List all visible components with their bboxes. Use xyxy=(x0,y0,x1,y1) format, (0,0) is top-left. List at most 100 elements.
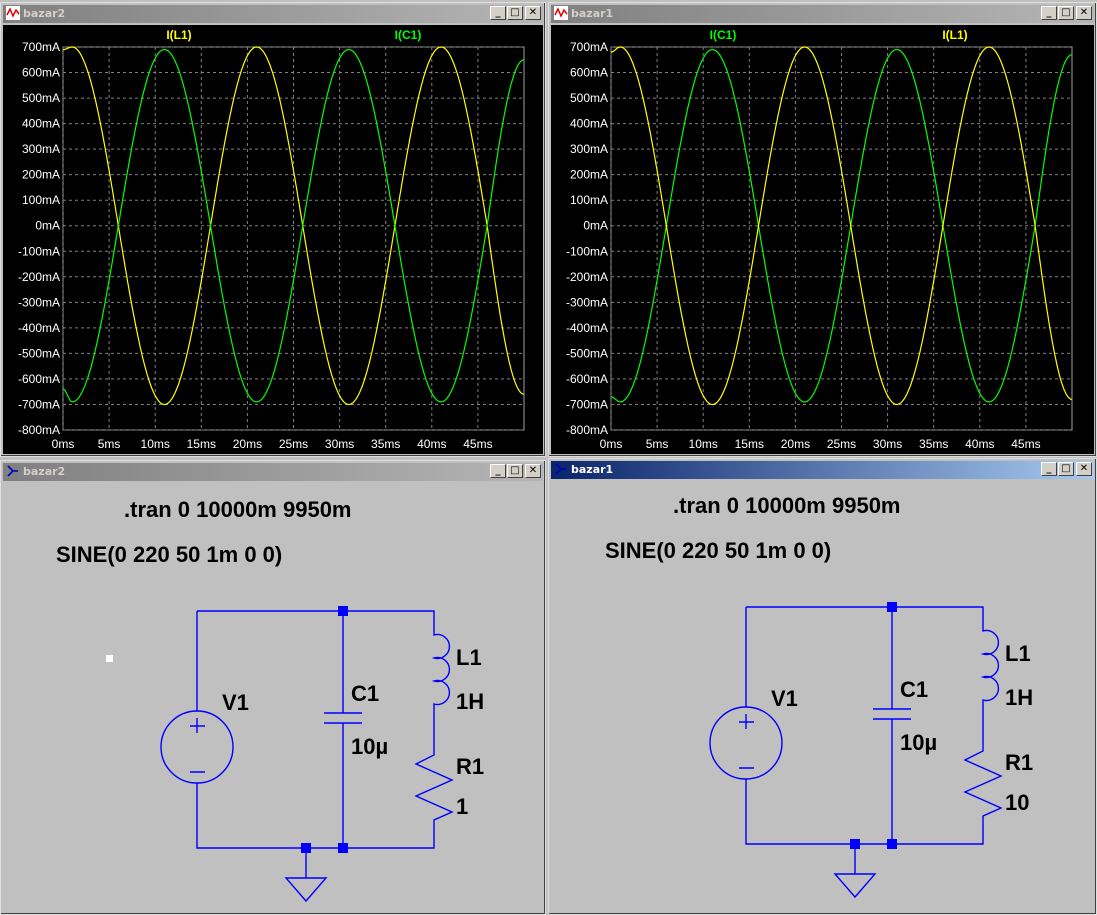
y-tick-label: 200mA xyxy=(570,168,608,182)
schematic-icon xyxy=(555,463,566,475)
series-line-il1[interactable] xyxy=(610,46,1073,406)
resistor-symbol[interactable] xyxy=(963,739,1003,819)
tran-directive[interactable]: .tran 0 10000m 9950m xyxy=(124,497,352,522)
schematic-titlebar-bazar1[interactable]: bazar1 _ □ ✕ xyxy=(551,461,1094,479)
minimize-button[interactable]: _ xyxy=(490,6,506,20)
minimize-button[interactable]: _ xyxy=(490,464,506,478)
close-button[interactable]: ✕ xyxy=(1076,462,1092,476)
schematic-canvas[interactable]: .tran 0 10000m 9950m SINE(0 220 50 1m 0 … xyxy=(553,481,1092,910)
junction-dot xyxy=(338,606,348,616)
x-tick-label: 30ms xyxy=(873,437,902,451)
cursor-marker xyxy=(106,655,113,662)
x-tick-label: 10ms xyxy=(689,437,718,451)
y-tick-label: -800mA xyxy=(566,423,608,437)
minimize-button[interactable]: _ xyxy=(1041,462,1057,476)
c1-value-label[interactable]: 10µ xyxy=(900,730,937,755)
close-button[interactable]: ✕ xyxy=(1076,6,1092,20)
v1-name-label[interactable]: V1 xyxy=(771,686,798,711)
x-tick-label: 40ms xyxy=(965,437,994,451)
series-line-il1[interactable] xyxy=(62,46,525,406)
source-value-text[interactable]: SINE(0 220 50 1m 0 0) xyxy=(56,542,283,567)
source-value-text[interactable]: SINE(0 220 50 1m 0 0) xyxy=(605,538,832,563)
schematic-window-bazar2[interactable]: bazar2 _ □ ✕ .tran 0 10000m 9950m SINE(0… xyxy=(0,460,546,915)
y-tick-label: -200mA xyxy=(18,270,60,284)
y-tick-label: -700mA xyxy=(566,397,608,411)
y-tick-label: 700mA xyxy=(570,40,608,54)
x-tick-label: 25ms xyxy=(279,437,308,451)
c1-name-label[interactable]: C1 xyxy=(351,681,379,706)
l1-value-label[interactable]: 1H xyxy=(456,689,484,714)
series-line-ic1[interactable] xyxy=(610,48,1073,403)
schematic-titlebar-bazar2[interactable]: bazar2 _ □ ✕ xyxy=(3,463,543,481)
waveform-icon xyxy=(554,6,568,20)
series-line-ic1[interactable] xyxy=(62,48,525,403)
x-tick-label: 35ms xyxy=(919,437,948,451)
y-tick-label: 100mA xyxy=(570,193,608,207)
x-tick-label: 20ms xyxy=(233,437,262,451)
l1-name-label[interactable]: L1 xyxy=(456,645,482,670)
y-tick-label: 300mA xyxy=(570,142,608,156)
y-tick-label: -100mA xyxy=(18,244,60,258)
x-tick-label: 25ms xyxy=(827,437,856,451)
capacitor-symbol[interactable] xyxy=(873,708,911,720)
legend-label-il1[interactable]: I(L1) xyxy=(166,28,191,42)
maximize-button[interactable]: □ xyxy=(1058,6,1074,20)
resistor-symbol[interactable] xyxy=(414,743,454,823)
inductor-symbol[interactable] xyxy=(980,624,1000,739)
close-button[interactable]: ✕ xyxy=(525,6,541,20)
y-tick-label: 600mA xyxy=(22,66,60,80)
circuit-diagram[interactable]: V1 C1 10µ L1 1H R1 1 xyxy=(5,483,543,912)
capacitor-symbol[interactable] xyxy=(324,712,362,724)
legend-label-ic1[interactable]: I(C1) xyxy=(710,28,737,42)
minimize-button[interactable]: _ xyxy=(1041,6,1057,20)
y-tick-label: -400mA xyxy=(566,321,608,335)
junction-dot xyxy=(338,843,348,853)
junction-dot xyxy=(887,602,897,612)
r1-value-label[interactable]: 10 xyxy=(1005,790,1029,815)
voltage-source-symbol[interactable] xyxy=(160,710,234,784)
plot-window-bazar2[interactable]: bazar2 _ □ ✕ I(L1) I(C1) 700mA 600mA 500mA… xyxy=(0,2,546,457)
r1-name-label[interactable]: R1 xyxy=(456,754,484,779)
y-tick-label: 500mA xyxy=(570,91,608,105)
schematic-window-bazar1[interactable]: bazar1 _ □ ✕ .tran 0 10000m 9950m SINE(0… xyxy=(548,458,1097,915)
close-button[interactable]: ✕ xyxy=(525,464,541,478)
legend-label-il1[interactable]: I(L1) xyxy=(942,28,967,42)
schematic-canvas[interactable]: .tran 0 10000m 9950m SINE(0 220 50 1m 0 … xyxy=(5,483,541,910)
plot-pane[interactable]: I(C1) I(L1) 700mA 600mA 500mA 400mA 300mA 200… xyxy=(551,25,1094,454)
voltage-source-symbol[interactable] xyxy=(709,706,783,780)
tran-directive[interactable]: .tran 0 10000m 9950m xyxy=(673,493,901,518)
plot-titlebar-bazar2[interactable]: bazar2 _ □ ✕ xyxy=(3,5,543,23)
circuit-diagram[interactable]: V1 C1 10µ L1 1H R1 10 xyxy=(553,481,1094,912)
y-tick-label: -400mA xyxy=(18,321,60,335)
wire[interactable] xyxy=(745,606,984,874)
ground-symbol[interactable] xyxy=(833,873,877,899)
r1-value-label[interactable]: 1 xyxy=(456,794,468,819)
wire[interactable] xyxy=(196,610,435,878)
x-tick-label: 0ms xyxy=(52,437,75,451)
maximize-button[interactable]: □ xyxy=(507,464,523,478)
r1-name-label[interactable]: R1 xyxy=(1005,750,1033,775)
x-tick-label: 35ms xyxy=(371,437,400,451)
v1-name-label[interactable]: V1 xyxy=(222,690,249,715)
y-tick-label: 0mA xyxy=(583,219,608,233)
c1-value-label[interactable]: 10µ xyxy=(351,734,388,759)
c1-name-label[interactable]: C1 xyxy=(900,677,928,702)
ground-symbol[interactable] xyxy=(284,877,328,903)
maximize-button[interactable]: □ xyxy=(1058,462,1074,476)
legend-label-ic1[interactable]: I(C1) xyxy=(395,28,422,42)
plot-pane[interactable]: I(L1) I(C1) 700mA 600mA 500mA 400mA 300mA 200… xyxy=(3,25,543,454)
l1-name-label[interactable]: L1 xyxy=(1005,641,1031,666)
waveform-chart[interactable]: I(C1) I(L1) 700mA 600mA 500mA 400mA 300mA 200… xyxy=(551,25,1096,456)
y-tick-label: 600mA xyxy=(570,66,608,80)
y-tick-label: 100mA xyxy=(22,193,60,207)
plot-window-bazar1[interactable]: bazar1 _ □ ✕ I(C1) I(L1) 700mA 600mA 500mA… xyxy=(548,2,1097,457)
l1-value-label[interactable]: 1H xyxy=(1005,685,1033,710)
plot-titlebar-bazar1[interactable]: bazar1 _ □ ✕ xyxy=(551,5,1094,23)
y-tick-label: 500mA xyxy=(22,91,60,105)
maximize-button[interactable]: □ xyxy=(507,6,523,20)
y-tick-label: -200mA xyxy=(566,270,608,284)
x-tick-label: 40ms xyxy=(417,437,446,451)
inductor-symbol[interactable] xyxy=(431,628,451,743)
junction-dot xyxy=(301,843,311,853)
waveform-chart[interactable]: I(L1) I(C1) 700mA 600mA 500mA 400mA 300mA 200… xyxy=(3,25,545,456)
